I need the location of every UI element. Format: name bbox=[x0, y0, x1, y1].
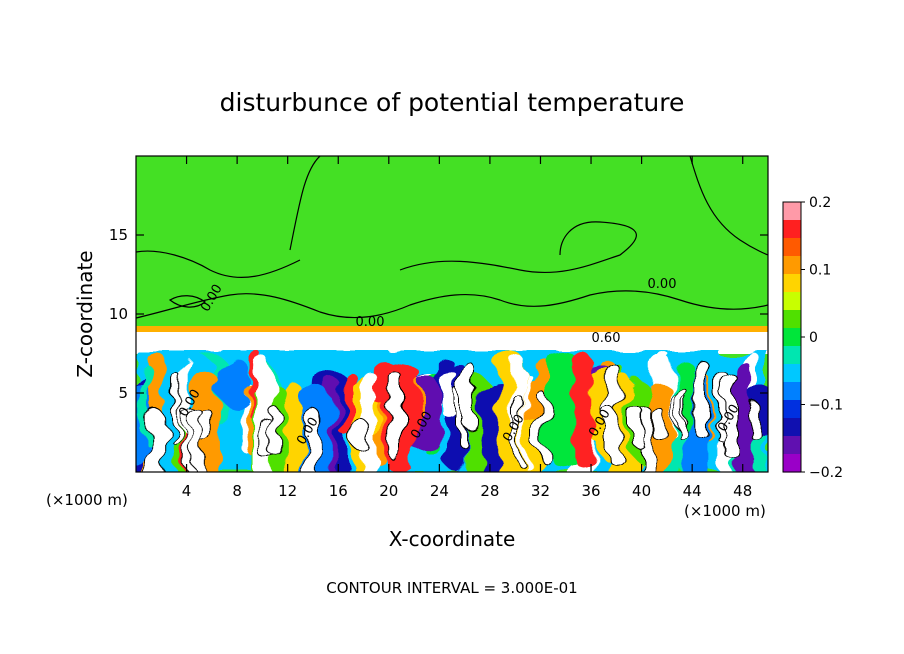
x-tick-label: 40 bbox=[632, 482, 651, 500]
y-tick-label: 15 bbox=[109, 226, 128, 244]
x-axis-label: X-coordinate bbox=[389, 527, 516, 551]
x-tick-label: 28 bbox=[480, 482, 499, 500]
x-tick-label: 16 bbox=[329, 482, 348, 500]
colorbar-swatch bbox=[783, 220, 801, 239]
x-tick-label: 20 bbox=[379, 482, 398, 500]
x-tick-label: 8 bbox=[232, 482, 242, 500]
y-tick-label: 5 bbox=[118, 384, 128, 402]
field-contour bbox=[462, 363, 478, 430]
inversion-layer bbox=[136, 326, 768, 332]
contour-interval-footer: CONTOUR INTERVAL = 3.000E-01 bbox=[326, 579, 577, 597]
field-contour bbox=[723, 372, 737, 458]
x-tick-label: 48 bbox=[733, 482, 752, 500]
colorbar-swatch bbox=[783, 310, 801, 329]
field-contour bbox=[696, 360, 710, 441]
x-tick-label: 4 bbox=[182, 482, 192, 500]
field-contour bbox=[748, 400, 760, 438]
field-contour bbox=[650, 407, 665, 440]
upper-contours bbox=[136, 156, 768, 319]
colorbar-swatch bbox=[783, 256, 801, 275]
x-tick-label: 32 bbox=[531, 482, 550, 500]
colorbar-swatch bbox=[783, 238, 801, 257]
x-tick-label: 24 bbox=[430, 482, 449, 500]
x-tick-label: 12 bbox=[278, 482, 297, 500]
field-contour bbox=[603, 411, 622, 461]
colorbar-tick-label: −0.1 bbox=[809, 398, 843, 414]
x-tick-label: 36 bbox=[581, 482, 600, 500]
plot-area bbox=[136, 156, 768, 472]
y-tick-label: 10 bbox=[109, 305, 128, 323]
colorbar: 0.2 0.1 0 −0.1 −0.2 bbox=[782, 195, 843, 481]
field-contour bbox=[537, 393, 549, 461]
colorbar-swatch bbox=[783, 292, 801, 311]
colorbar-swatch bbox=[783, 328, 801, 347]
field-contour bbox=[678, 388, 688, 440]
contour-label: 0.00 bbox=[648, 277, 677, 292]
colorbar-swatch bbox=[783, 400, 801, 419]
colorbar-swatch bbox=[783, 418, 801, 437]
colorbar-swatch bbox=[783, 202, 801, 221]
colorbar-tick-label: 0.1 bbox=[809, 263, 831, 279]
colorbar-swatch bbox=[783, 382, 801, 401]
field-band bbox=[442, 371, 459, 419]
chart-title: disturbunce of potential temperature bbox=[220, 88, 685, 117]
colorbar-swatch bbox=[783, 274, 801, 293]
field-band bbox=[734, 361, 752, 472]
x-tick-label: 44 bbox=[683, 482, 702, 500]
colorbar-tick-label: 0 bbox=[809, 330, 818, 346]
colorbar-swatch bbox=[783, 364, 801, 383]
colorbar-swatch bbox=[783, 346, 801, 365]
colorbar-tick-label: −0.2 bbox=[809, 465, 843, 481]
field-contour bbox=[388, 370, 402, 461]
x-unit-right: (×1000 m) bbox=[684, 502, 766, 520]
field-contour bbox=[352, 418, 369, 451]
field-contour bbox=[269, 407, 281, 458]
field-contour bbox=[190, 408, 204, 472]
field-contour bbox=[172, 372, 180, 446]
y-axis-label: Z-coordinate bbox=[73, 250, 97, 377]
colorbar-swatch bbox=[783, 454, 801, 473]
colorbar-tick-label: 0.2 bbox=[809, 195, 831, 211]
field-band bbox=[573, 353, 592, 467]
y-axis: 5 10 15 bbox=[109, 226, 768, 402]
x-unit-left: (×1000 m) bbox=[46, 491, 128, 509]
contour-label: 0.60 bbox=[592, 331, 621, 346]
colorbar-swatch bbox=[783, 436, 801, 455]
field-contour bbox=[304, 408, 321, 472]
lower-turbulent-field bbox=[136, 350, 768, 472]
field-contour bbox=[513, 394, 522, 464]
field-band bbox=[548, 351, 580, 467]
inversion-band bbox=[136, 332, 768, 354]
field-contour bbox=[148, 410, 167, 472]
x-axis: 4 8 12 16 20 24 28 32 36 40 44 48 bbox=[182, 156, 752, 500]
contour-label: 0.00 bbox=[356, 315, 385, 330]
field-band bbox=[217, 356, 249, 405]
field-contour bbox=[629, 405, 643, 446]
